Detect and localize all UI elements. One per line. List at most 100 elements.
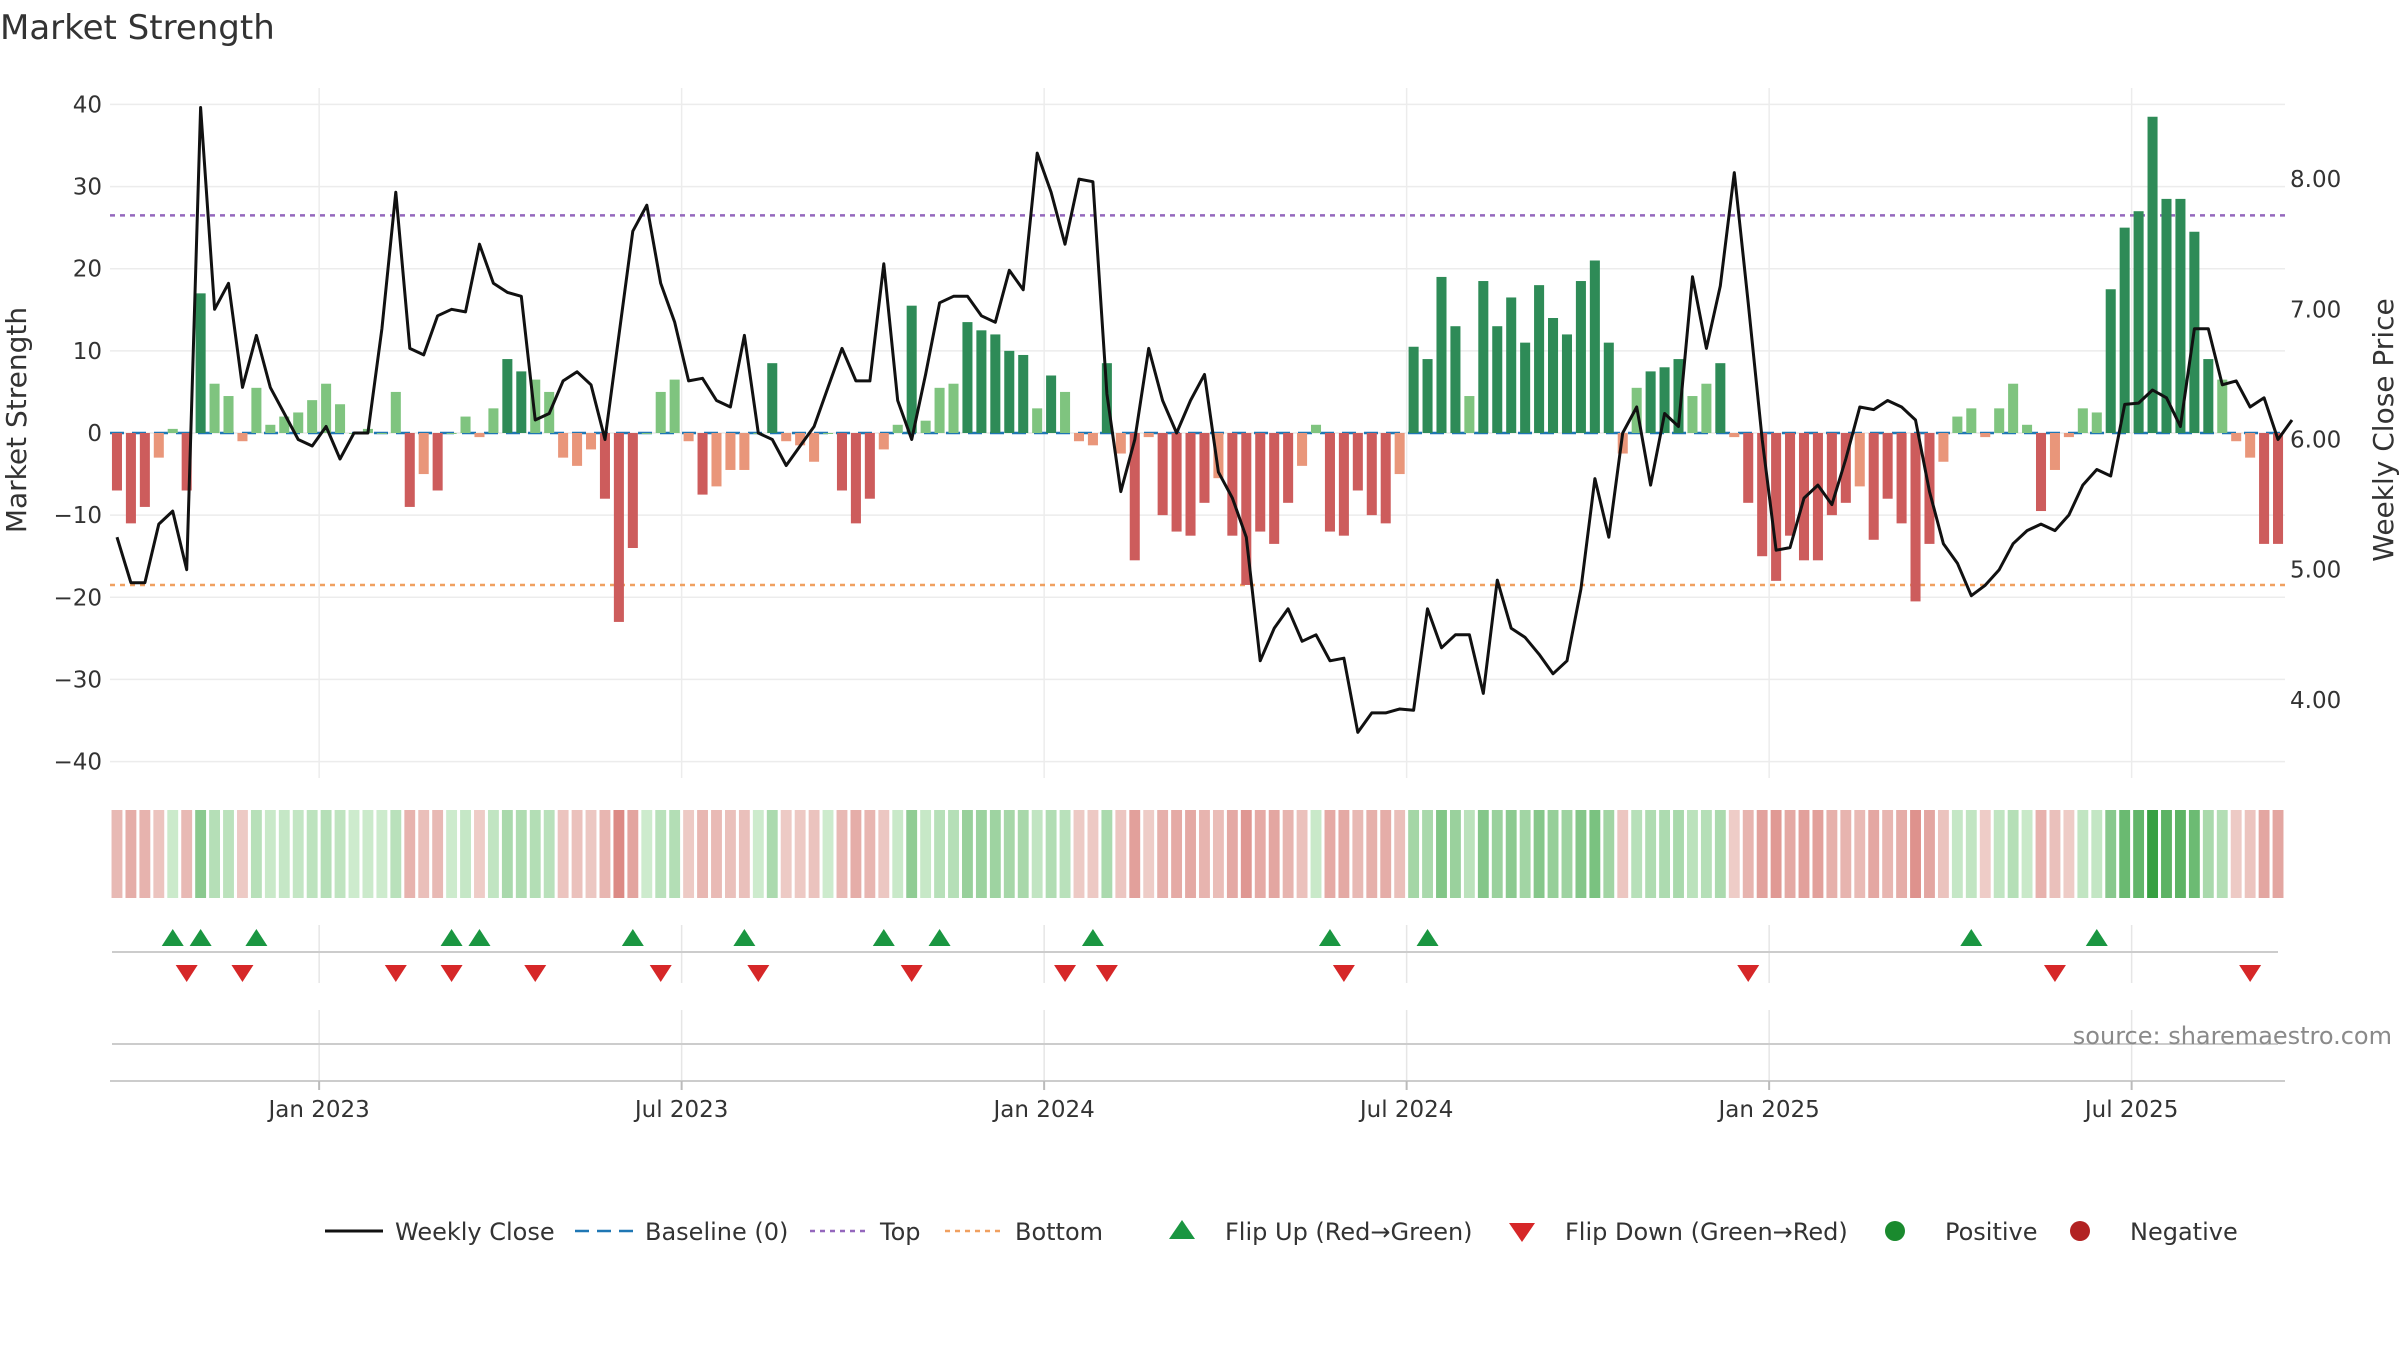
heat-cell [808, 810, 820, 898]
heat-cell [292, 810, 304, 898]
strength-bar [237, 433, 248, 442]
weekly-close-line [115, 106, 2294, 734]
flip-up-marker [161, 929, 184, 946]
strength-bar [1255, 433, 1266, 532]
heat-cell [2244, 810, 2256, 898]
legend-swatch [1169, 1220, 1195, 1239]
heat-cell [1212, 810, 1224, 898]
strength-bar [767, 363, 778, 433]
heat-cell [209, 810, 221, 898]
strength-bar [1046, 375, 1057, 433]
strength-bar [195, 293, 206, 433]
heat-cell [250, 810, 262, 898]
heat-cell [2035, 810, 2047, 898]
heat-cell [669, 810, 681, 898]
heat-cell [1728, 810, 1740, 898]
strength-bar [1185, 433, 1196, 536]
heat-cell [780, 810, 792, 898]
strength-bar [530, 379, 541, 433]
left-tick-label: −40 [53, 750, 102, 776]
strength-bar [1199, 433, 1210, 503]
right-tick-label: 6.00 [2290, 428, 2341, 454]
strength-bar [1548, 318, 1559, 433]
left-tick-label: −20 [53, 585, 102, 611]
heat-cell [1171, 810, 1183, 898]
strength-bar [1854, 433, 1865, 487]
flip-down-marker [2043, 965, 2066, 982]
strength-bar [1297, 433, 1308, 466]
strength-bar [1729, 433, 1740, 438]
strength-bar [739, 433, 750, 470]
strength-bar [1352, 433, 1363, 491]
heat-cell [850, 810, 862, 898]
heat-cell [1408, 810, 1420, 898]
strength-bar [613, 433, 624, 622]
heat-cell [1073, 810, 1085, 898]
left-tick-label: −30 [53, 667, 102, 693]
flip-up-marker [872, 929, 895, 946]
strength-bar [516, 371, 527, 433]
strength-bar [1534, 285, 1545, 433]
strength-bar [1826, 433, 1837, 516]
strength-bar [1952, 416, 1963, 433]
strength-bar [390, 391, 401, 433]
flip-down-marker [1054, 965, 1077, 982]
strength-bar [1659, 367, 1670, 433]
strength-bar [335, 404, 346, 433]
heat-cell [306, 810, 318, 898]
heat-cell [1798, 810, 1810, 898]
strength-bar [167, 428, 178, 433]
strength-bar [125, 433, 136, 524]
strength-bar [920, 420, 931, 433]
strength-bar [1896, 433, 1907, 524]
left-tick-label: 10 [73, 339, 102, 365]
heat-cell [1491, 810, 1503, 898]
heat-cell [153, 810, 165, 898]
right-tick-label: 8.00 [2290, 167, 2341, 193]
heat-cell [1617, 810, 1629, 898]
strength-bar [2091, 412, 2102, 433]
left-axis-title: Market Strength [0, 307, 33, 533]
heat-cell [557, 810, 569, 898]
strength-bar [2133, 211, 2144, 433]
heat-cell [822, 810, 834, 898]
heat-cell [975, 810, 987, 898]
strength-bar [962, 322, 973, 433]
heat-cell [139, 810, 151, 898]
heat-cell [460, 810, 471, 898]
flip-down-marker [900, 965, 923, 982]
strength-bar [1408, 346, 1419, 433]
strength-bar [1157, 433, 1168, 516]
heat-cell [1910, 810, 1921, 898]
flip-up-marker [245, 929, 268, 946]
heat-cell [2174, 810, 2186, 898]
heat-cell [278, 810, 290, 898]
strength-bar [2231, 433, 2242, 442]
heat-cell [1854, 810, 1866, 898]
strength-bar [2245, 433, 2256, 458]
heat-cell [2188, 810, 2200, 898]
strength-bar [1980, 433, 1991, 438]
strength-bar [1840, 433, 1851, 503]
strength-bar [307, 400, 318, 433]
strength-bar [1338, 433, 1349, 536]
strength-bar [265, 424, 276, 433]
heat-cell [181, 810, 193, 898]
strength-bar [1575, 281, 1586, 433]
strength-bar [1380, 433, 1391, 524]
heat-cell [752, 810, 764, 898]
heat-cell [1547, 810, 1559, 898]
strength-bar [1018, 354, 1029, 433]
strength-bar [906, 305, 917, 433]
right-tick-label: 7.00 [2290, 297, 2341, 323]
heat-cell [404, 810, 416, 898]
strength-bar [321, 383, 332, 433]
heat-cell [1045, 810, 1057, 898]
left-tick-label: 0 [87, 421, 102, 447]
flip-up-marker [733, 929, 756, 946]
strength-bar [1506, 297, 1517, 433]
heat-cell [1589, 810, 1601, 898]
heat-cell [2202, 810, 2214, 898]
heat-cell [962, 810, 973, 898]
